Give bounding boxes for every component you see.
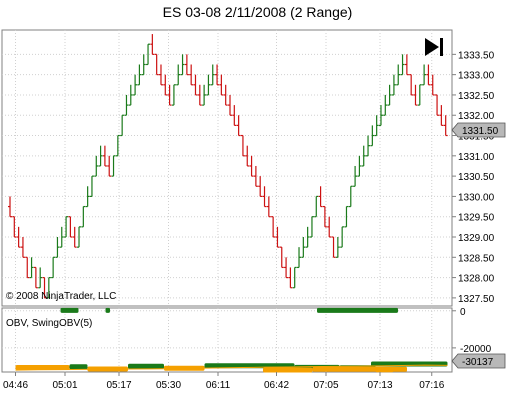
swing-obv-segment: [263, 367, 313, 373]
x-tick-label: 05:30: [156, 380, 181, 391]
last-value-badge: -30137: [451, 353, 506, 369]
x-tick-label: 07:05: [313, 380, 338, 391]
indicator-tick-label: -20000: [460, 344, 492, 355]
price-grid: [2, 30, 452, 306]
price-tick-label: 1332.00: [458, 111, 495, 122]
last-price-label: 1331.50: [462, 126, 499, 137]
x-tick-label: 05:01: [52, 380, 77, 391]
swing-obv-segment: [128, 363, 164, 369]
x-tick-label: 04:46: [3, 380, 28, 391]
x-tick-label: 06:11: [206, 380, 231, 391]
swing-obv-segment: [15, 365, 70, 371]
price-tick-label: 1331.00: [458, 152, 495, 163]
price-tick-label: 1329.50: [458, 213, 495, 224]
last-price-badge: 1331.50: [451, 122, 506, 138]
swing-obv-segment: [312, 366, 407, 372]
price-tick-label: 1332.50: [458, 91, 495, 102]
indicator-y-axis: 0 -20000: [452, 307, 492, 355]
price-panel-frame: [1, 29, 453, 307]
price-bars: [8, 34, 448, 299]
x-tick-label: 07:13: [367, 380, 392, 391]
chart-title: ES 03-08 2/11/2008 (2 Range): [162, 4, 353, 20]
time-x-axis: 04:46 05:01 05:17 05:30 06:11 06:42 07:05 07:13…: [3, 372, 445, 391]
price-tick-label: 1333.00: [458, 71, 495, 82]
skip-to-end-icon[interactable]: [425, 38, 443, 56]
swing-obv-segment: [69, 364, 88, 370]
indicator-panel-frame: [1, 307, 453, 373]
swing-obv-segment: [60, 307, 79, 313]
x-tick-label: 05:17: [106, 380, 131, 391]
indicator-bars: [15, 307, 448, 373]
swing-obv-segment: [317, 307, 398, 313]
price-tick-label: 1328.50: [458, 253, 495, 264]
price-tick-label: 1330.50: [458, 172, 495, 183]
price-tick-label: 1328.00: [458, 274, 495, 285]
indicator-label: OBV, SwingOBV(5): [6, 318, 92, 329]
x-tick-label: 07:16: [419, 380, 444, 391]
price-tick-label: 1330.00: [458, 192, 495, 203]
x-tick-label: 06:42: [264, 380, 289, 391]
price-tick-label: 1333.50: [458, 50, 495, 61]
copyright-text: © 2008 NinjaTrader, LLC: [6, 291, 116, 302]
last-value-label: -30137: [462, 357, 494, 368]
price-y-axis: 1333.501333.001332.501332.001331.501331.…: [452, 50, 495, 305]
price-tick-label: 1329.00: [458, 233, 495, 244]
indicator-tick-label: 0: [460, 307, 466, 318]
swing-obv-segment: [105, 307, 110, 313]
obv-line: [15, 364, 448, 371]
price-tick-label: 1327.50: [458, 294, 495, 305]
